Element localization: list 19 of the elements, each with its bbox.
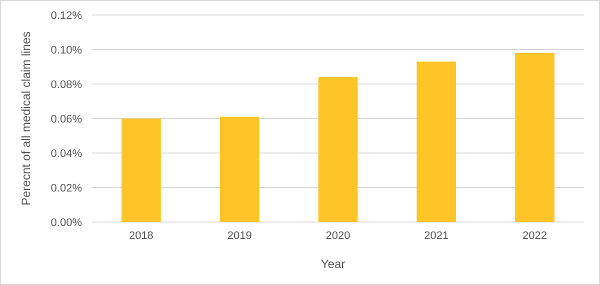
bar: [515, 52, 554, 222]
y-axis-title: Perecnt of all medical claim lines: [19, 31, 33, 206]
y-tick-label: 0.00%: [50, 216, 82, 229]
bar: [122, 118, 161, 222]
y-tick-label: 0.04%: [50, 148, 82, 160]
x-tick-label: 2022: [522, 230, 548, 242]
y-tick-label: 0.02%: [50, 182, 82, 194]
x-tick-label: 2021: [424, 230, 449, 242]
y-tick-label: 0.10%: [50, 44, 82, 56]
y-tick-label: 0.06%: [50, 113, 82, 126]
x-tick-label: 2019: [227, 230, 252, 242]
y-tick-label: 0.12%: [50, 10, 82, 22]
y-tick-label: 0.08%: [50, 78, 82, 91]
bar: [318, 77, 358, 222]
x-tick-label: 2020: [326, 230, 350, 242]
bar: [416, 62, 456, 222]
x-axis-title: Year: [320, 257, 346, 271]
x-tick-label: 2018: [128, 230, 154, 242]
bar: [220, 116, 260, 222]
